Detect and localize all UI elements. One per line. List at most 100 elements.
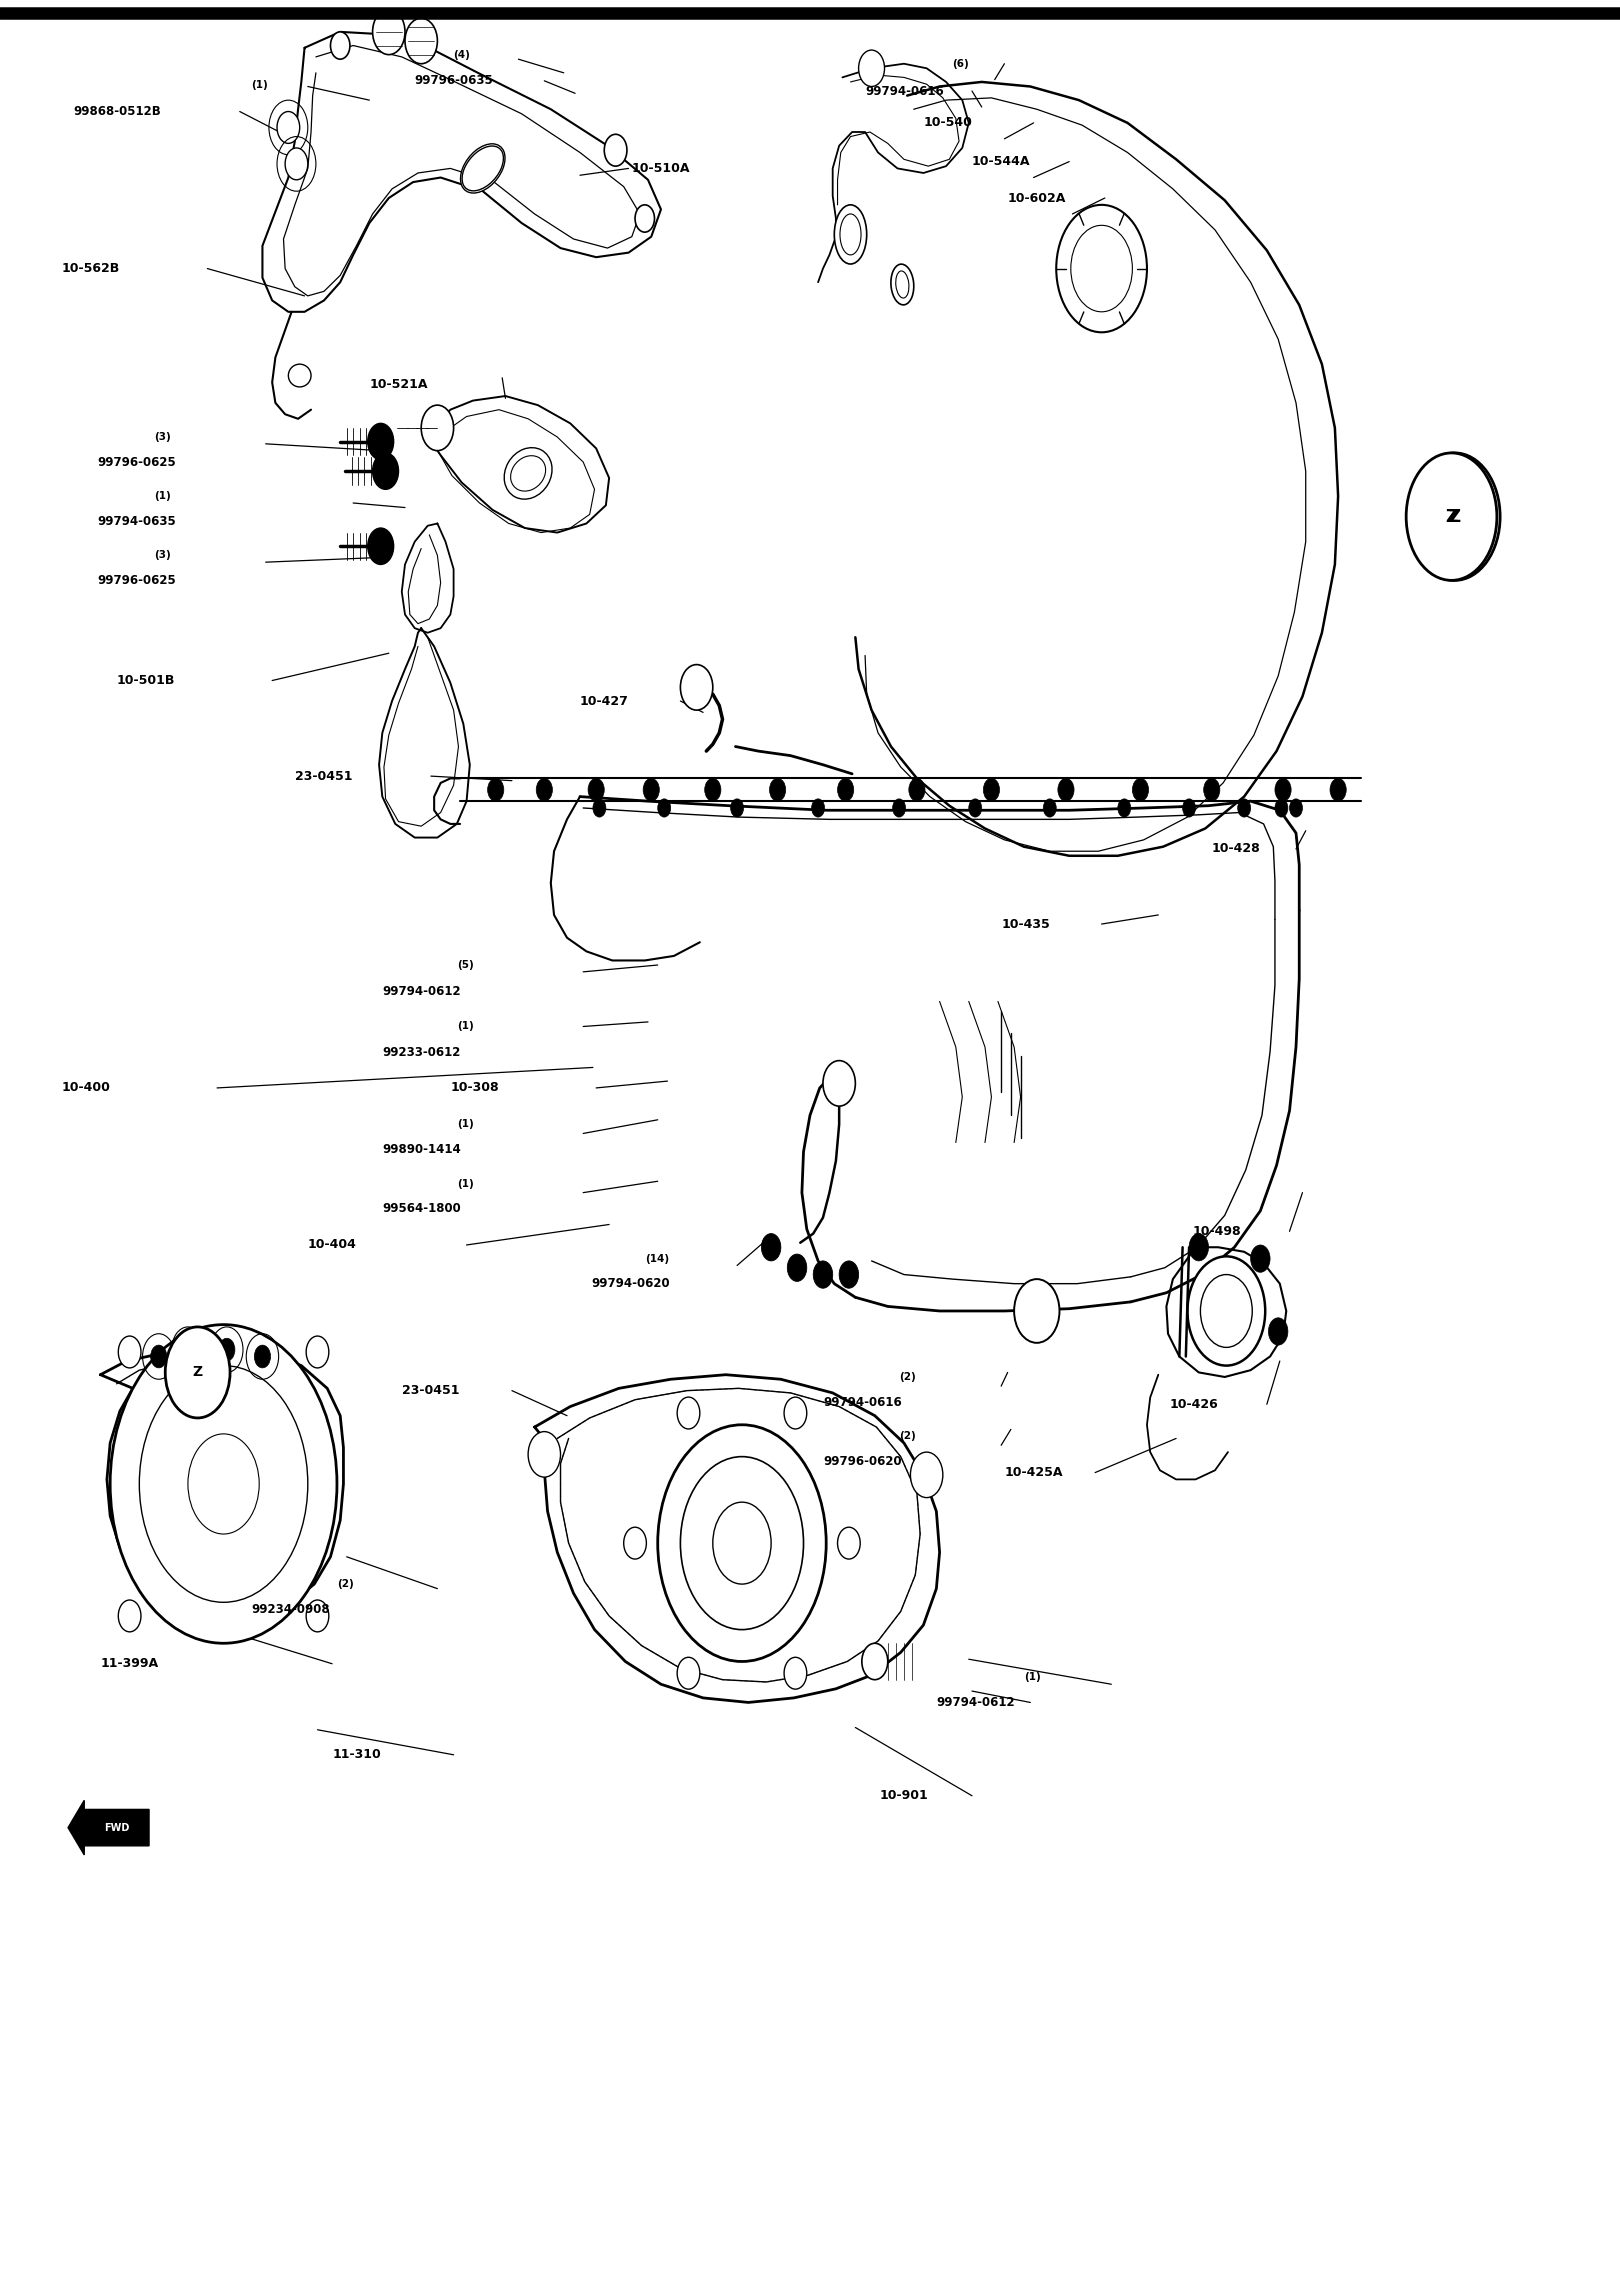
Circle shape [306, 1600, 329, 1632]
Text: Z: Z [193, 1366, 202, 1379]
Text: (1): (1) [154, 492, 170, 501]
Circle shape [1132, 778, 1149, 801]
Text: 23-0451: 23-0451 [402, 1384, 458, 1397]
Text: 99890-1414: 99890-1414 [382, 1143, 462, 1156]
Polygon shape [68, 1800, 149, 1855]
Circle shape [593, 799, 606, 817]
Circle shape [1406, 453, 1497, 580]
Text: (5): (5) [457, 960, 473, 970]
Text: 99796-0620: 99796-0620 [823, 1454, 902, 1468]
Circle shape [658, 1425, 826, 1661]
Text: (2): (2) [337, 1580, 353, 1589]
Text: 10-425A: 10-425A [1004, 1466, 1063, 1479]
Text: 99233-0612: 99233-0612 [382, 1047, 460, 1058]
Circle shape [488, 778, 504, 801]
Text: 10-435: 10-435 [1001, 917, 1050, 931]
Text: Z: Z [1448, 508, 1461, 526]
Text: (4): (4) [454, 50, 470, 59]
Circle shape [1290, 799, 1302, 817]
Circle shape [219, 1338, 235, 1361]
Text: (1): (1) [457, 1179, 473, 1188]
Text: (14): (14) [645, 1254, 669, 1263]
Text: 10-562B: 10-562B [62, 262, 120, 275]
Circle shape [1409, 453, 1500, 580]
Circle shape [536, 778, 552, 801]
Circle shape [165, 1327, 230, 1418]
Text: 99796-0625: 99796-0625 [97, 455, 177, 469]
Circle shape [368, 528, 394, 564]
Circle shape [277, 112, 300, 143]
Ellipse shape [834, 205, 867, 264]
Circle shape [1043, 799, 1056, 817]
Text: 10-521A: 10-521A [369, 378, 428, 391]
Text: (1): (1) [457, 1120, 473, 1129]
Text: (1): (1) [1024, 1673, 1040, 1682]
Text: (3): (3) [154, 551, 170, 560]
Circle shape [330, 32, 350, 59]
Text: 99796-0625: 99796-0625 [97, 574, 177, 587]
Circle shape [1187, 1256, 1265, 1366]
Text: 99794-0616: 99794-0616 [865, 84, 944, 98]
Circle shape [839, 1261, 859, 1288]
Circle shape [285, 148, 308, 180]
Text: 99794-0616: 99794-0616 [823, 1395, 902, 1409]
Circle shape [528, 1432, 561, 1477]
Circle shape [784, 1657, 807, 1689]
Ellipse shape [504, 448, 552, 498]
Text: 10-510A: 10-510A [632, 162, 690, 175]
Circle shape [421, 405, 454, 451]
Circle shape [1014, 1279, 1059, 1343]
Circle shape [983, 778, 1000, 801]
Circle shape [110, 1325, 337, 1643]
Circle shape [731, 799, 744, 817]
Text: 10-498: 10-498 [1192, 1224, 1241, 1238]
Text: 10-426: 10-426 [1170, 1397, 1218, 1411]
Circle shape [151, 1345, 167, 1368]
Circle shape [770, 778, 786, 801]
Circle shape [969, 799, 982, 817]
Circle shape [761, 1234, 781, 1261]
Text: 99868-0512B: 99868-0512B [73, 105, 160, 118]
Text: 99794-0620: 99794-0620 [591, 1277, 671, 1290]
Text: 10-602A: 10-602A [1008, 191, 1066, 205]
Circle shape [624, 1527, 646, 1559]
Circle shape [677, 1397, 700, 1429]
Circle shape [180, 1338, 196, 1361]
Text: 11-310: 11-310 [332, 1748, 381, 1762]
Text: 10-427: 10-427 [580, 694, 629, 708]
Circle shape [784, 1397, 807, 1429]
Circle shape [254, 1345, 271, 1368]
Circle shape [1275, 799, 1288, 817]
Text: 10-501B: 10-501B [117, 674, 175, 687]
Text: 99794-0635: 99794-0635 [97, 514, 177, 528]
Text: 11-399A: 11-399A [100, 1657, 159, 1671]
Circle shape [368, 423, 394, 460]
Circle shape [862, 1643, 888, 1680]
Text: 10-404: 10-404 [308, 1238, 356, 1252]
Circle shape [588, 778, 604, 801]
Text: 10-400: 10-400 [62, 1081, 110, 1095]
Circle shape [787, 1254, 807, 1281]
Circle shape [405, 18, 437, 64]
Circle shape [812, 799, 825, 817]
Circle shape [604, 134, 627, 166]
Circle shape [1251, 1245, 1270, 1272]
Text: 10-901: 10-901 [880, 1789, 928, 1803]
Text: 10-544A: 10-544A [972, 155, 1030, 168]
Text: (2): (2) [899, 1432, 915, 1441]
Circle shape [373, 9, 405, 55]
Text: 99564-1800: 99564-1800 [382, 1202, 462, 1215]
Ellipse shape [891, 264, 914, 305]
Circle shape [1268, 1318, 1288, 1345]
Text: 10-540: 10-540 [923, 116, 972, 130]
Circle shape [306, 1336, 329, 1368]
Circle shape [909, 778, 925, 801]
Circle shape [677, 1657, 700, 1689]
Circle shape [1056, 205, 1147, 332]
Ellipse shape [288, 364, 311, 387]
Text: Z: Z [1445, 508, 1458, 526]
Text: 99234-0908: 99234-0908 [251, 1602, 330, 1616]
Circle shape [893, 799, 906, 817]
Circle shape [643, 778, 659, 801]
Circle shape [1058, 778, 1074, 801]
